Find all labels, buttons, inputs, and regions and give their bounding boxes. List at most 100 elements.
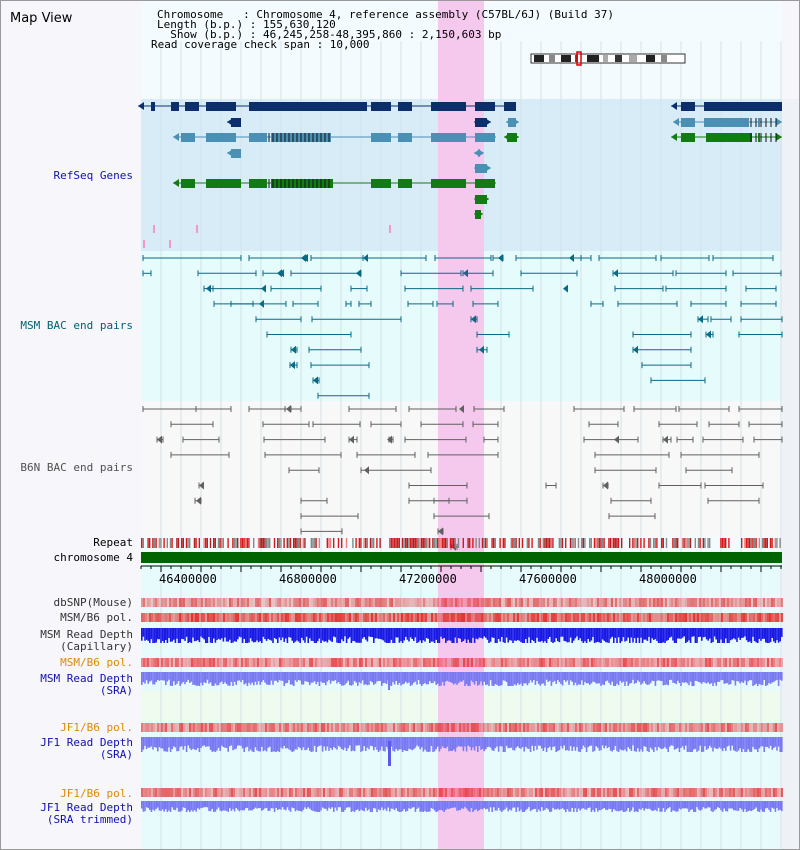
repeat-mark [235,538,237,548]
msm-depth-sra-bar [509,672,511,686]
msm-b6-pol-band [201,613,203,622]
gene-exon [249,133,267,142]
jf1-depth-trimmed-bar [515,801,517,812]
msm-b6-pol-band [613,613,615,622]
dbsnp-band [383,598,385,607]
msm-bac-pair-arrow [706,330,711,339]
msm-depth-capillary-bar [582,628,585,643]
jf1-depth-trimmed-bar [419,801,421,812]
repeat-mark [750,538,752,548]
dbsnp-band [599,598,601,607]
jf1-depth-trimmed-bar [777,801,780,811]
msm-b6-pol-band [171,613,173,622]
msm-b6-pol-band [545,613,547,622]
msm-depth-sra-bar [525,672,527,684]
msm-depth-capillary-bar [571,628,573,643]
msm-depth-capillary-bar [421,628,423,643]
gene-exon [371,133,391,142]
msm-depth-capillary-bar [489,628,492,642]
jf1-b6-pol-band [547,723,549,732]
jf1-b6-pol-trimmed-band [655,788,657,797]
jf1-depth-trimmed-bar [355,801,357,810]
msm-depth-sra-bar [579,672,581,685]
msm-b6-pol-sra-band [159,658,161,667]
msm-depth-capillary-bar [766,628,769,643]
msm-b6-pol-sra-band [593,658,595,667]
b6n-bac-pair-arrow [438,527,443,536]
dbsnp-band [213,598,215,607]
refseq-track-label[interactable]: RefSeq Genes [53,169,133,182]
msm-b6-pol-band [535,613,537,622]
msm-depth-capillary-bar [745,628,748,641]
jf1-b6-pol-band [441,723,443,732]
b6n-bac-track-label[interactable]: B6N BAC end pairs [20,461,133,474]
msm-b6-pol-band [423,613,425,622]
jf1-depth-trimmed-bar [670,801,673,812]
msm-b6-pol-sra-band [431,658,433,667]
jf1-b6-pol-band [607,723,609,732]
dbsnp-band [745,598,747,607]
jf1-b6-pol-band [405,723,407,732]
dbsnp-band [597,598,599,607]
repeat-mark [744,538,746,548]
dbsnp-band [285,598,287,607]
msm-depth-sra-line2: (SRA) [99,684,133,697]
jf1-depth-sra-bar [253,737,255,752]
jf1-depth-trimmed-bar [273,801,276,812]
msm-b6-pol-band [271,613,273,622]
ideogram-band [615,55,622,62]
msm-depth-sra-bar [305,672,308,682]
msm-b6-pol-sra-band [151,658,153,667]
msm-b6-pol-sra-band [327,658,329,667]
jf1-depth-trimmed-bar [281,801,284,808]
msm-depth-sra-bar [619,672,621,681]
msm-b6-pol-band [411,613,413,622]
dbsnp-band [317,598,319,607]
jf1-b6-pol-band [507,723,509,732]
msm-b6-pol-sra-band [229,658,231,667]
jf1-b6-pol-trimmed-band [577,788,579,797]
jf1-depth-trimmed-bar [307,801,309,808]
msm-depth-capillary-bar [558,628,561,643]
msm-depth-capillary-bar [497,628,500,639]
msm-b6-pol-band [193,613,195,622]
msm-depth-capillary-bar [368,628,370,637]
jf1-b6-pol-trimmed-band [443,788,445,797]
jf1-depth-trimmed-bar [638,801,641,809]
jf1-depth-sra-bar [176,737,178,752]
msm-depth-capillary-bar [637,628,639,638]
dbsnp-band [313,598,315,607]
msm-bac-track-label[interactable]: MSM BAC end pairs [20,319,133,332]
msm-depth-sra-bar [344,672,346,685]
msm-b6-pol-sra-band [153,658,155,667]
msm-b6-pol-band [353,613,355,622]
dbsnp-band [675,598,677,607]
msm-depth-sra-bar [445,672,447,682]
jf1-depth-sra-bar [270,737,273,752]
msm-depth-sra-bar [481,672,484,686]
msm-depth-sra-bar [213,672,215,686]
axis-tick-label: 46800000 [279,572,337,586]
jf1-depth-sra-bar [261,737,263,747]
dbsnp-band [645,598,647,607]
jf1-depth-sra-bar [457,737,460,746]
jf1-b6-pol-trimmed-band [657,788,659,797]
msm-depth-sra-bar [368,672,370,685]
msm-b6-pol-sra-band [697,658,699,667]
msm-depth-capillary-bar [411,628,413,639]
msm-depth-sra-bar [726,672,729,684]
msm-depth-sra-bar [544,672,546,686]
msm-b6-pol-band [469,613,471,622]
msm-depth-sra-bar [233,672,236,682]
msm-b6-pol-sra-band [715,658,717,667]
msm-depth-sra-bar [496,672,498,685]
jf1-depth-trimmed-bar [720,801,722,811]
jf1-depth-trimmed-bar [379,801,381,811]
msm-depth-sra-bar [656,672,658,681]
jf1-b6-pol-band [725,723,727,732]
jf1-b6-pol-band [267,723,269,732]
repeat-mark [769,538,772,548]
dbsnp-band [431,598,433,607]
jf1-b6-pol-band [573,723,575,732]
